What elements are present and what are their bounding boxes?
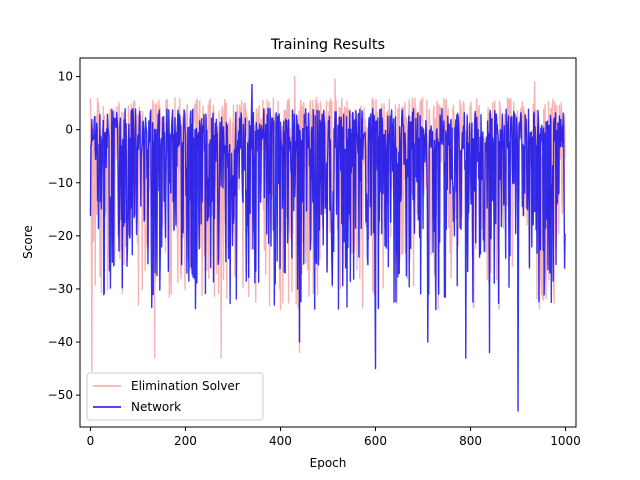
y-tick-label: −50 — [48, 388, 73, 402]
x-tick-label: 400 — [269, 434, 292, 448]
axes-frame — [79, 57, 577, 428]
chart-title: Training Results — [270, 37, 385, 53]
x-axis-label: Epoch — [310, 456, 347, 470]
y-axis-label: Score — [21, 225, 35, 259]
series-layer — [89, 75, 566, 412]
y-tick-label: −10 — [48, 176, 73, 190]
legend-box — [86, 372, 264, 421]
plot-area — [79, 57, 577, 428]
legend-label-elimination-solver: Elimination Solver — [131, 379, 240, 393]
x-tick-label: 800 — [459, 434, 482, 448]
legend-label-network: Network — [131, 400, 181, 414]
x-tick-label: 600 — [364, 434, 387, 448]
x-axis-ticks: 0 200 400 600 800 1000 — [87, 427, 581, 448]
y-tick-label: −40 — [48, 335, 73, 349]
x-tick-label: 0 — [87, 434, 95, 448]
x-tick-label: 200 — [174, 434, 197, 448]
y-tick-label: −30 — [48, 282, 73, 296]
y-axis-ticks: −50 −40 −30 −20 −10 0 10 — [48, 70, 80, 402]
y-tick-label: 0 — [65, 123, 73, 137]
y-tick-label: 10 — [58, 70, 73, 84]
legend: Elimination Solver Network — [86, 372, 264, 421]
series-line-network — [89, 83, 566, 412]
y-tick-label: −20 — [48, 229, 73, 243]
x-tick-label: 1000 — [550, 434, 581, 448]
